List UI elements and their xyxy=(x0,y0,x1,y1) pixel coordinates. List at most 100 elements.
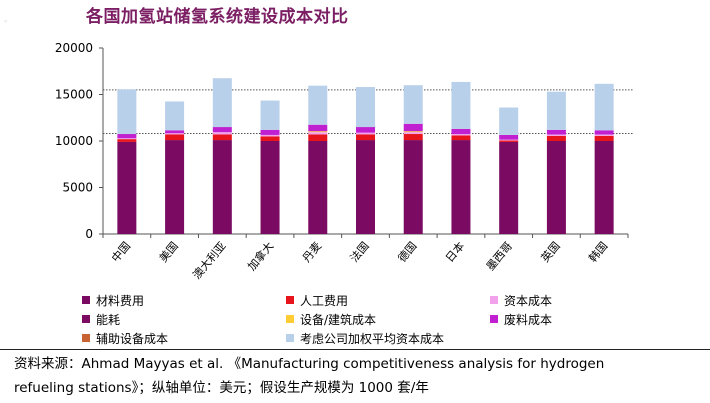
bar-segment xyxy=(546,129,566,135)
bar-segment xyxy=(499,139,519,141)
x-tick-label: 墨西哥 xyxy=(484,240,515,274)
x-tick-label: 日本 xyxy=(442,239,467,265)
legend-label: 废料成本 xyxy=(504,312,553,327)
bar-segment xyxy=(308,134,328,141)
bar-segment xyxy=(260,100,280,130)
bar-segment xyxy=(546,134,566,136)
bar-segment xyxy=(403,140,423,234)
bar-segment xyxy=(403,131,423,133)
bar-segment xyxy=(546,135,566,141)
bar-segment xyxy=(308,131,328,133)
legend-label: 能耗 xyxy=(96,312,121,327)
source-line-1: 资料来源：Ahmad Mayyas et al. 《Manufacturing … xyxy=(14,356,605,372)
bar-segment xyxy=(117,141,137,234)
source-note: 资料来源：Ahmad Mayyas et al. 《Manufacturing … xyxy=(14,352,704,400)
legend-swatch xyxy=(490,315,498,323)
legend-label: 材料费用 xyxy=(96,293,145,308)
bar-segment xyxy=(499,141,519,234)
bar-segment xyxy=(451,128,471,135)
legend-swatch xyxy=(490,296,498,304)
bar-segment xyxy=(117,134,137,139)
x-tick-label: 法国 xyxy=(347,239,372,265)
y-tick-label: 15000 xyxy=(55,88,93,102)
bar-segment xyxy=(260,129,280,135)
bar-segment xyxy=(212,134,232,141)
bar-segment xyxy=(308,85,328,125)
legend-item-auxiliary: 辅助设备成本 xyxy=(82,330,286,346)
x-tick-label: 澳大利亚 xyxy=(190,239,229,282)
bar-segment xyxy=(451,135,471,141)
bar-segment xyxy=(260,134,280,137)
legend-item-scrap: 废料成本 xyxy=(490,311,682,327)
legend-swatch xyxy=(82,296,90,304)
legend: 材料费用 人工费用 资本成本 能耗 设备/建筑成本 废料成本 辅助设备成本 考虑… xyxy=(82,292,682,346)
legend-item-labor: 人工费用 xyxy=(286,292,490,308)
bar-segment xyxy=(546,91,566,130)
x-tick-label: 英国 xyxy=(538,239,563,265)
bar-segment xyxy=(451,134,471,136)
legend-label: 资本成本 xyxy=(504,293,553,308)
bar-segment xyxy=(308,141,328,234)
bar-segment xyxy=(403,134,423,141)
bar-segment xyxy=(546,141,566,234)
bar-segment xyxy=(499,107,519,135)
legend-item-wacc: 考虑公司加权平均资本成本 xyxy=(286,330,490,346)
legend-swatch xyxy=(286,315,294,323)
bar-segment xyxy=(356,87,375,128)
bar-segment xyxy=(260,141,280,234)
stacked-bar-chart: 0 5000 10000 15000 20000 中国 美国 澳大利亚 加拿大 丹麦 法国 德国 日本墨… xyxy=(55,41,633,282)
y-tick-label: 0 xyxy=(85,227,93,241)
bar-segment xyxy=(165,130,185,134)
bar-segment xyxy=(212,78,232,128)
chart-title: 各国加氢站储氢系统建设成本对比 xyxy=(86,7,349,27)
bar-segment xyxy=(212,132,232,135)
y-tick-label: 5000 xyxy=(62,181,93,195)
bar-segment xyxy=(308,124,328,132)
legend-item-capital: 资本成本 xyxy=(490,292,682,308)
legend-swatch xyxy=(82,334,90,342)
bar-segment xyxy=(165,134,185,141)
bar-segment xyxy=(356,140,375,234)
y-tick-label: 10000 xyxy=(55,134,93,148)
bar-segment xyxy=(117,89,137,135)
bar-segment xyxy=(594,135,614,141)
bar-segment xyxy=(594,130,614,135)
y-tick-label: 20000 xyxy=(55,41,93,55)
bar-segment xyxy=(499,134,519,140)
legend-swatch xyxy=(286,296,294,304)
bar-segment xyxy=(403,132,423,135)
bar-segment xyxy=(212,140,232,234)
bar-segment xyxy=(451,140,471,234)
bar-segment xyxy=(594,134,614,136)
legend-swatch xyxy=(82,315,90,323)
bar-segment xyxy=(117,139,137,142)
bar-segment xyxy=(117,138,137,140)
bar-segment xyxy=(356,132,375,135)
bar-segment xyxy=(403,85,423,124)
legend-label: 设备/建筑成本 xyxy=(300,312,377,327)
source-line-2: refueling stations》；纵轴单位：美元；假设生产规模为 1000… xyxy=(14,380,429,396)
x-tick-label: 德国 xyxy=(395,239,420,265)
x-tick-label: 美国 xyxy=(157,240,181,265)
bar-segment xyxy=(499,140,519,142)
legend-label: 人工费用 xyxy=(300,293,349,308)
bar-segment xyxy=(451,81,471,129)
bar-segment xyxy=(403,123,423,132)
x-tick-label: 韩国 xyxy=(586,239,611,265)
bar-segment xyxy=(165,101,185,131)
x-tick-label: 丹麦 xyxy=(300,240,324,265)
bar-segment xyxy=(165,140,185,234)
bar-segment xyxy=(356,127,375,133)
bar-segment xyxy=(165,133,185,135)
legend-item-material: 材料费用 xyxy=(82,292,286,308)
legend-item-energy: 能耗 xyxy=(82,311,286,327)
bar-segment xyxy=(212,127,232,133)
legend-item-equipment: 设备/建筑成本 xyxy=(286,311,490,327)
x-tick-label: 加拿大 xyxy=(244,239,276,273)
bar-segment xyxy=(594,83,614,131)
bar-segment xyxy=(594,141,614,234)
legend-label: 辅助设备成本 xyxy=(96,331,169,346)
corner-mark: 。 xyxy=(4,15,14,25)
legend-label: 考虑公司加权平均资本成本 xyxy=(300,331,445,346)
source-divider xyxy=(0,349,710,350)
